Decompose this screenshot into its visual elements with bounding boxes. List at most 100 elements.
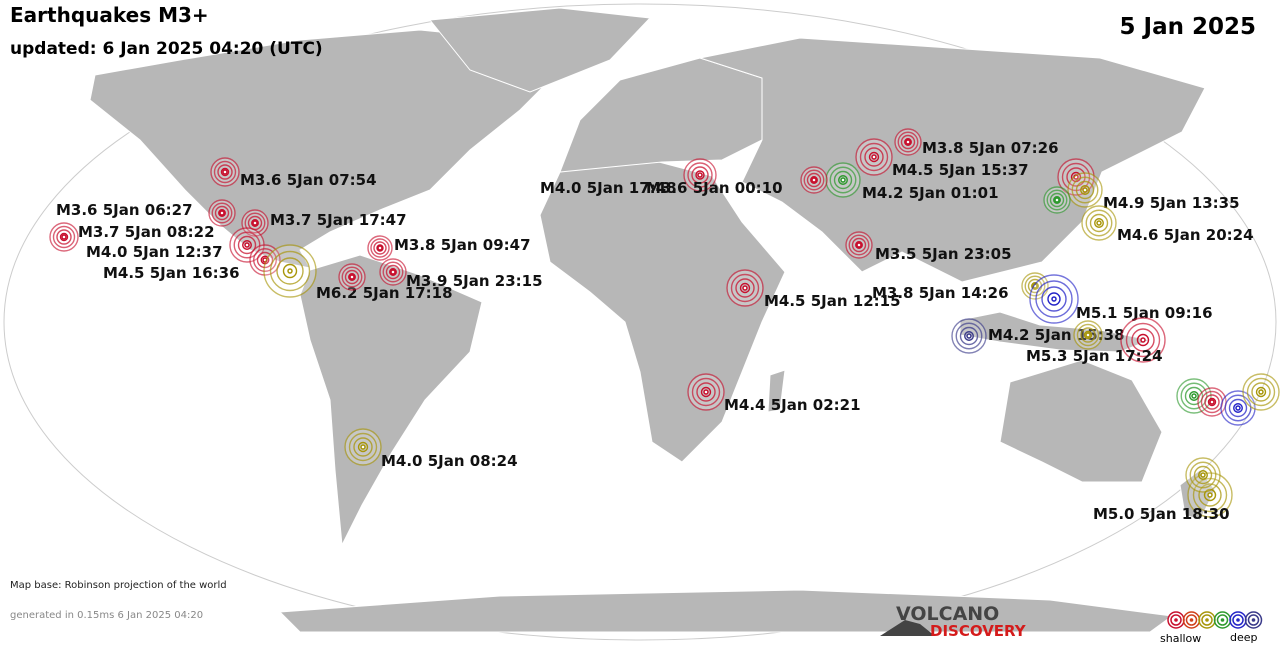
legend-dot bbox=[1174, 618, 1178, 622]
legend-ring bbox=[1244, 611, 1263, 629]
quake-ring bbox=[829, 166, 857, 194]
quake-center bbox=[252, 220, 258, 226]
quake-ring bbox=[848, 234, 870, 256]
quake-ring bbox=[56, 229, 72, 245]
quake-ring bbox=[700, 386, 712, 398]
quake-center bbox=[390, 269, 396, 275]
quake-center bbox=[1200, 472, 1206, 478]
quake-ring bbox=[220, 167, 230, 177]
quake-center bbox=[840, 177, 846, 183]
quake-marker bbox=[1021, 272, 1049, 300]
quake-marker bbox=[210, 157, 240, 187]
quake-ring bbox=[1089, 213, 1109, 233]
quake-ring bbox=[1203, 488, 1217, 502]
quake-center bbox=[377, 245, 383, 251]
quake-ring bbox=[695, 170, 705, 180]
quake-marker bbox=[344, 428, 382, 466]
quake-label: M4.2 5Jan 01:01 bbox=[862, 184, 999, 202]
quake-center bbox=[1140, 337, 1146, 343]
quake-ring bbox=[1031, 282, 1039, 290]
quake-label: M4.6 5Jan 20:24 bbox=[1117, 226, 1254, 244]
quake-ring bbox=[373, 241, 387, 255]
quake-ring bbox=[1251, 382, 1271, 402]
quake-marker bbox=[855, 138, 893, 176]
title: Earthquakes M3+ bbox=[10, 3, 209, 27]
legend-dot bbox=[1236, 618, 1240, 622]
quake-ring bbox=[1053, 196, 1061, 204]
quake-ring bbox=[357, 441, 369, 453]
quake-ring bbox=[52, 225, 76, 249]
quake-ring bbox=[897, 131, 919, 153]
quake-center bbox=[1082, 187, 1088, 193]
quake-marker bbox=[687, 373, 725, 411]
quake-marker bbox=[1120, 317, 1166, 363]
quake-ring bbox=[353, 437, 373, 457]
quake-ring bbox=[1035, 280, 1073, 318]
quake-marker bbox=[726, 269, 764, 307]
quake-ring bbox=[385, 264, 401, 280]
quake-center bbox=[61, 234, 67, 240]
quake-ring bbox=[1076, 323, 1100, 347]
quake-ring bbox=[1047, 292, 1061, 306]
quake-center bbox=[287, 268, 293, 274]
quake-center bbox=[856, 242, 862, 248]
quake-label: M3.8 5Jan 07:26 bbox=[922, 139, 1059, 157]
quake-center bbox=[811, 177, 817, 183]
quake-label: M3.7 5Jan 08:22 bbox=[78, 223, 215, 241]
quake-ring bbox=[348, 432, 378, 462]
map-base-note: Map base: Robinson projection of the wor… bbox=[10, 580, 227, 591]
quake-ring bbox=[1125, 322, 1161, 358]
quake-ring bbox=[851, 237, 867, 253]
quake-ring bbox=[237, 235, 257, 255]
quake-ring bbox=[1071, 176, 1099, 204]
quake-ring bbox=[1193, 465, 1213, 485]
legend-ring bbox=[1170, 614, 1182, 626]
land bbox=[89, 7, 1216, 633]
quake-center bbox=[703, 389, 709, 395]
quake-label: M4.0 5Jan 17:48 bbox=[540, 179, 677, 197]
quake-marker bbox=[1081, 205, 1117, 241]
quake-label: M5.3 5Jan 17:24 bbox=[1026, 347, 1163, 365]
quake-ring bbox=[855, 241, 863, 249]
quake-label: M3.7 5Jan 17:47 bbox=[270, 211, 407, 229]
quake-ring bbox=[341, 266, 363, 288]
quake-marker bbox=[367, 235, 393, 261]
quake-ring bbox=[1233, 403, 1243, 413]
quake-ring bbox=[59, 232, 69, 242]
quake-ring bbox=[344, 269, 360, 285]
quake-ring bbox=[1246, 377, 1276, 407]
quake-ring bbox=[1189, 391, 1199, 401]
quake-label: M4.5 5Jan 16:36 bbox=[103, 264, 240, 282]
quake-label: M4.5 5Jan 15:37 bbox=[892, 161, 1029, 179]
quake-label: M4.9 5Jan 13:35 bbox=[1103, 194, 1240, 212]
quake-label: M4.5 5Jan 12:15 bbox=[764, 292, 901, 310]
legend-ring bbox=[1247, 614, 1260, 626]
quake-marker bbox=[49, 222, 79, 252]
quake-ring bbox=[1131, 328, 1155, 352]
quake-ring bbox=[1046, 189, 1068, 211]
quake-ring bbox=[696, 382, 716, 402]
logo: VOLCANO DISCOVERY bbox=[880, 603, 1027, 640]
quake-ring bbox=[859, 142, 889, 172]
quake-ring bbox=[1207, 397, 1217, 407]
quake-marker bbox=[1220, 390, 1256, 426]
quake-label: M3.8 5Jan 09:47 bbox=[394, 236, 531, 254]
legend-ring bbox=[1201, 614, 1213, 626]
quake-marker bbox=[338, 263, 366, 291]
quake-label: M3.6 5Jan 00:10 bbox=[646, 179, 783, 197]
quake-ring bbox=[959, 326, 979, 346]
quake-marker bbox=[845, 231, 873, 259]
quake-ring bbox=[955, 322, 983, 350]
quake-center bbox=[742, 285, 748, 291]
quake-ring bbox=[1080, 185, 1090, 195]
quake-marker bbox=[951, 318, 987, 354]
quake-label: M5.1 5Jan 09:16 bbox=[1076, 304, 1213, 322]
legend-ring bbox=[1216, 614, 1229, 626]
quake-center bbox=[219, 210, 225, 216]
quake-ring bbox=[1189, 461, 1217, 489]
quake-ring bbox=[1024, 275, 1046, 297]
legend-shallow: shallow bbox=[1160, 632, 1201, 645]
quake-center bbox=[1096, 220, 1102, 226]
quake-ring bbox=[1094, 218, 1104, 228]
